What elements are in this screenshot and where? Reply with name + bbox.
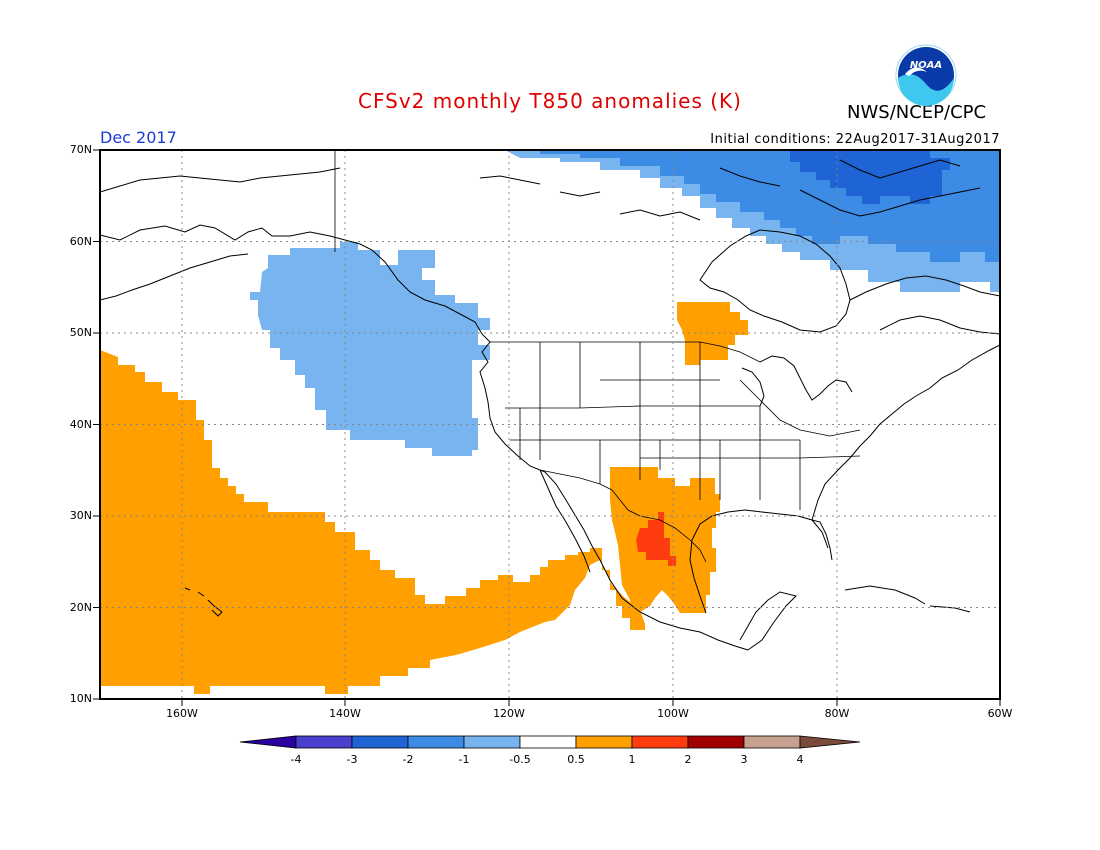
colorbar-segment-below--4 (239, 735, 297, 749)
colorbar-label: 2 (684, 753, 692, 766)
colorbar-label: 1 (628, 753, 636, 766)
colorbar-segment--2--1 (407, 735, 465, 749)
lon-label-160w: 160W (166, 707, 198, 720)
lon-label-120w: 120W (493, 707, 525, 720)
colorbar-label: -4 (290, 753, 302, 766)
mexico-hot-anomaly (636, 512, 676, 566)
colorbar-label: -2 (402, 753, 414, 766)
northeast-pacific-cool-anomaly (250, 242, 490, 456)
noaa-logo-icon: NOAA (895, 44, 957, 106)
colorbar-segment--0.5-0.5 (519, 735, 577, 749)
colorbar-label: -1 (458, 753, 470, 766)
political-borders (334, 150, 861, 563)
colorbar-segment--1--0.5 (463, 735, 521, 749)
colorbar-segment-1-2 (631, 735, 689, 749)
lon-label-80w: 80W (824, 707, 850, 720)
colorbar-segment--3--2 (351, 735, 409, 749)
colorbar-segment-0.5-1 (575, 735, 633, 749)
colorbar-label: 0.5 (567, 753, 585, 766)
lat-label-10n: 10N (69, 692, 92, 705)
colorbar (239, 735, 861, 749)
colorbar-label: 4 (796, 753, 804, 766)
lon-label-100w: 100W (657, 707, 689, 720)
colorbar-segment-2-3 (687, 735, 745, 749)
colorbar-label: -3 (346, 753, 358, 766)
gridlines (100, 150, 1000, 699)
initial-conditions-label: Initial conditions: 22Aug2017-31Aug2017 (710, 132, 1000, 147)
lat-label-50n: 50N (69, 326, 92, 339)
axis-ticks (93, 149, 1001, 706)
colorbar-segment--4--3 (295, 735, 353, 749)
lat-label-60n: 60N (69, 235, 92, 248)
coastlines (100, 159, 1000, 651)
month-label: Dec 2017 (100, 128, 177, 147)
lat-label-40n: 40N (69, 418, 92, 431)
lat-label-70n: 70N (69, 143, 92, 156)
noaa-logo-text: NOAA (910, 60, 942, 71)
colorbar-segment-3-4 (743, 735, 801, 749)
anomaly-fields (100, 150, 1000, 694)
chart-title: CFSv2 monthly T850 anomalies (K) (358, 89, 742, 113)
colorbar-label: 3 (740, 753, 748, 766)
colorbar-label: -0.5 (509, 753, 531, 766)
lon-label-60w: 60W (987, 707, 1013, 720)
lat-label-20n: 20N (69, 601, 92, 614)
lon-label-140w: 140W (329, 707, 361, 720)
eastern-canada-cool-anomaly-dark (790, 150, 950, 204)
lat-label-30n: 30N (69, 509, 92, 522)
colorbar-segment-above-4 (799, 735, 861, 749)
organization-label: NWS/NCEP/CPC (847, 102, 987, 123)
